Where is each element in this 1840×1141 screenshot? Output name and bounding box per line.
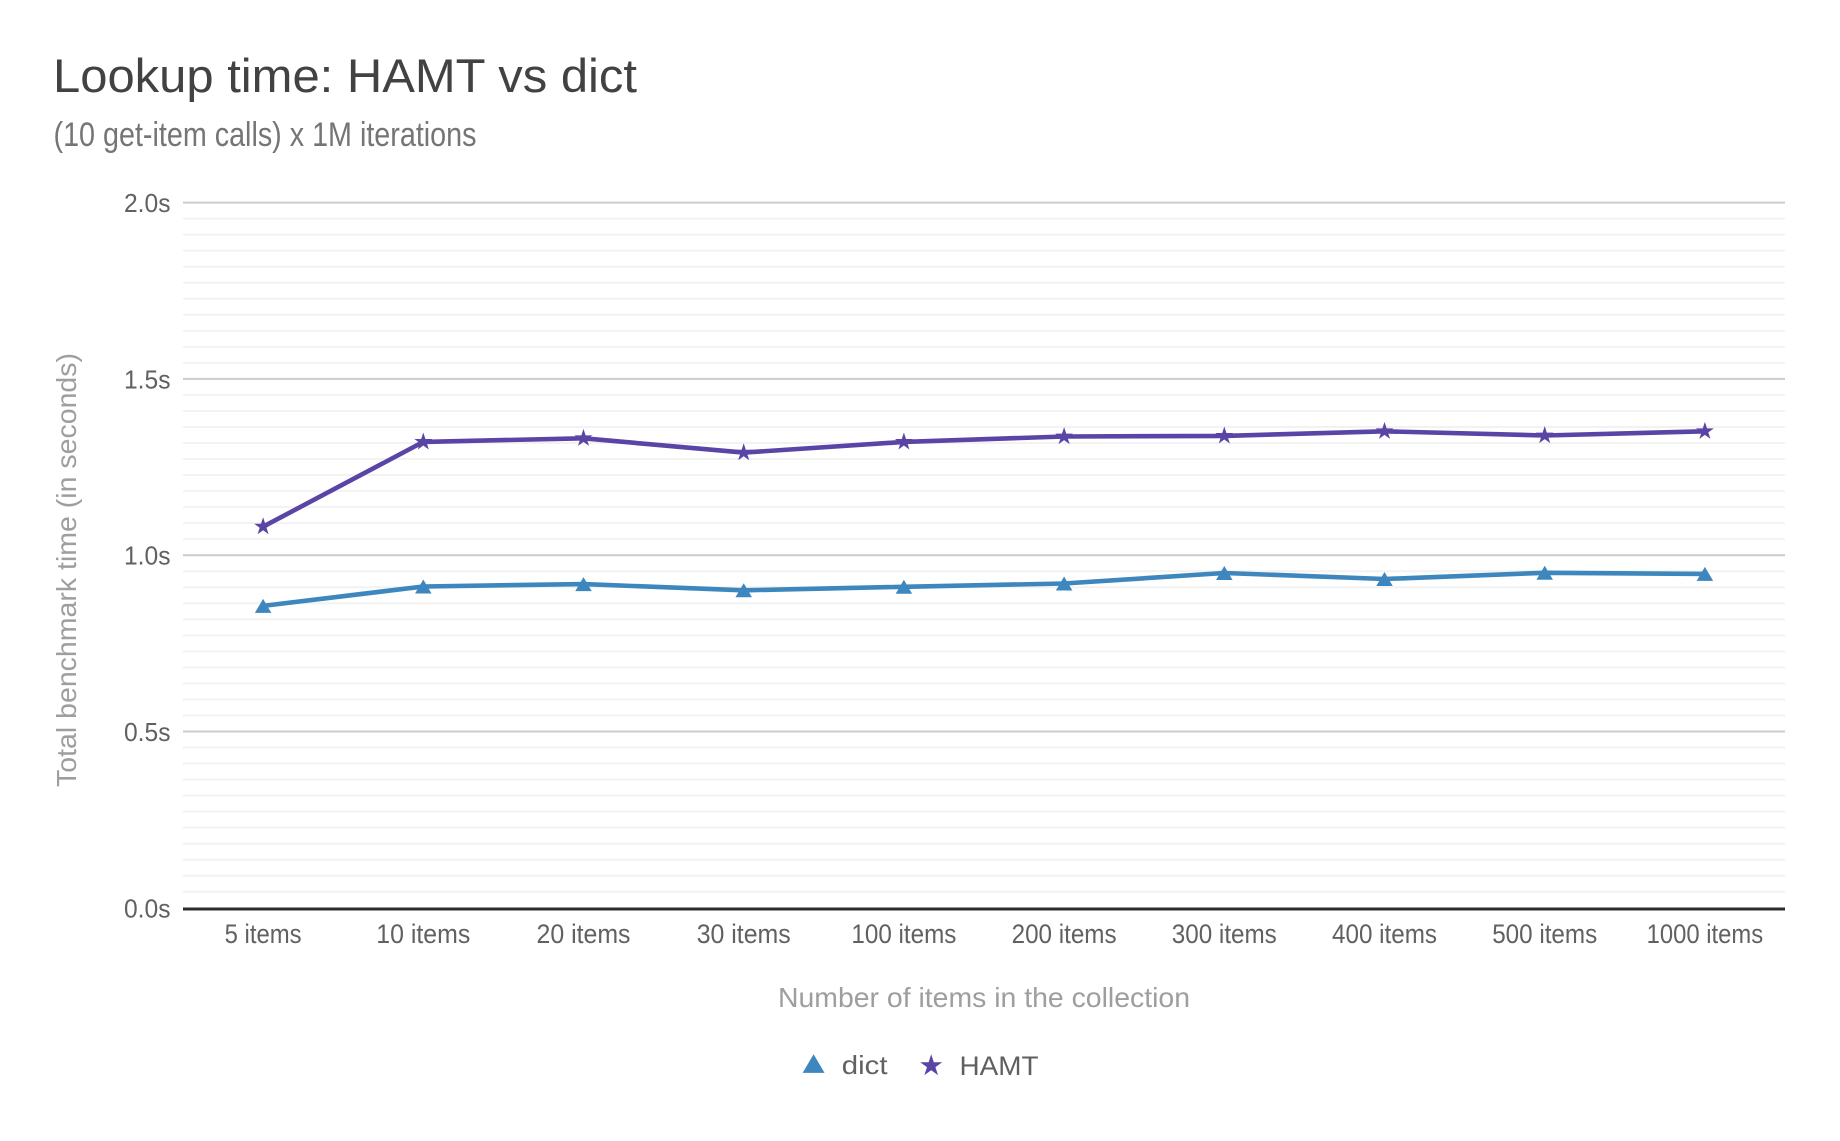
svg-text:1.5s: 1.5s bbox=[124, 364, 171, 394]
svg-text:500 items: 500 items bbox=[1492, 919, 1597, 949]
svg-text:0.5s: 0.5s bbox=[124, 717, 171, 747]
svg-text:dict: dict bbox=[842, 1050, 889, 1080]
svg-text:(10 get-item calls) x 1M itera: (10 get-item calls) x 1M iterations bbox=[54, 116, 477, 154]
svg-text:0.0s: 0.0s bbox=[124, 894, 171, 924]
svg-text:10 items: 10 items bbox=[376, 919, 470, 949]
svg-text:1.0s: 1.0s bbox=[124, 541, 171, 571]
svg-text:5 items: 5 items bbox=[225, 919, 302, 949]
svg-text:HAMT: HAMT bbox=[960, 1051, 1039, 1081]
svg-text:30 items: 30 items bbox=[697, 919, 791, 949]
svg-text:200 items: 200 items bbox=[1012, 919, 1117, 949]
svg-text:20 items: 20 items bbox=[537, 919, 631, 949]
svg-text:100 items: 100 items bbox=[851, 919, 956, 949]
svg-text:1000 items: 1000 items bbox=[1647, 919, 1764, 949]
svg-text:400 items: 400 items bbox=[1332, 919, 1437, 949]
svg-text:Lookup time: HAMT vs dict: Lookup time: HAMT vs dict bbox=[53, 49, 637, 102]
svg-text:2.0s: 2.0s bbox=[124, 188, 171, 218]
svg-text:300 items: 300 items bbox=[1172, 919, 1277, 949]
svg-text:Total benchmark time (in secon: Total benchmark time (in seconds) bbox=[51, 353, 82, 787]
svg-text:Number of items in the collect: Number of items in the collection bbox=[778, 982, 1190, 1013]
